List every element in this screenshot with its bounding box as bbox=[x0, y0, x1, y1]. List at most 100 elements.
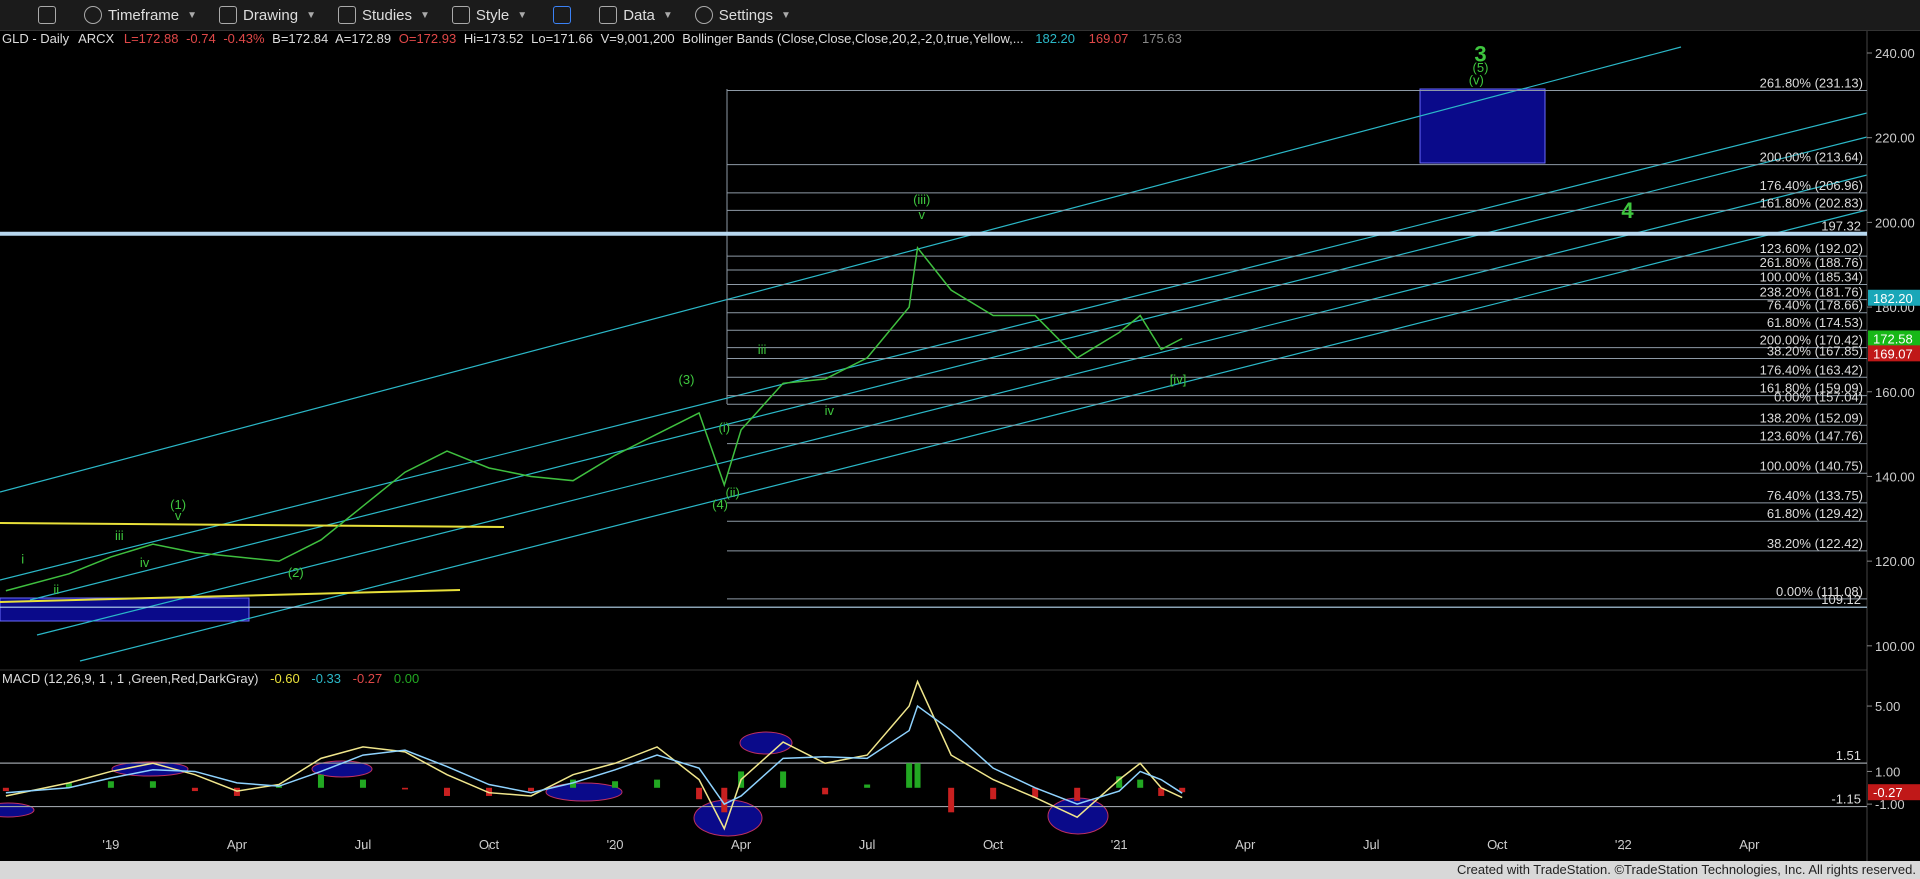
x-tick-label: Apr bbox=[1235, 837, 1256, 852]
header-text: O=172.93 bbox=[399, 31, 456, 46]
histogram-bar bbox=[486, 787, 493, 796]
histogram-bar bbox=[1074, 787, 1081, 801]
level-label: -1.15 bbox=[1831, 792, 1861, 807]
series-line bbox=[5, 679, 1183, 831]
wave-label: (3) bbox=[679, 372, 695, 387]
histogram-bar bbox=[191, 787, 198, 792]
fib-label: 123.60% (192.02) bbox=[1760, 241, 1863, 256]
drawing-menu[interactable]: Drawing ▼ bbox=[219, 6, 316, 24]
header-text: -0.60 bbox=[270, 671, 300, 686]
x-tick-label: '19 bbox=[102, 837, 119, 852]
fib-label: 176.40% (163.42) bbox=[1760, 362, 1863, 377]
layout-button[interactable] bbox=[38, 6, 62, 24]
wave-label: iv bbox=[140, 555, 150, 570]
channel-line bbox=[79, 209, 1868, 662]
price-tag-label: 172.58 bbox=[1873, 331, 1913, 346]
y-tick-label: 120.00 bbox=[1875, 554, 1915, 569]
histogram-bar bbox=[401, 787, 408, 790]
histogram-bar bbox=[948, 787, 955, 813]
highlight bbox=[311, 760, 373, 778]
fib-label: 176.40% (206.96) bbox=[1760, 178, 1863, 193]
fib-label: 76.40% (178.66) bbox=[1767, 298, 1863, 313]
x-tick-label: Jul bbox=[859, 837, 876, 852]
header-text: A=172.89 bbox=[335, 31, 391, 46]
header-text: B=172.84 bbox=[272, 31, 328, 46]
price-tag bbox=[1868, 784, 1920, 801]
settings-menu[interactable]: Settings ▼ bbox=[694, 6, 791, 24]
header-text: 182.20 bbox=[1035, 31, 1075, 46]
x-tick-label: '22 bbox=[1615, 837, 1632, 852]
wave-label: (i) bbox=[719, 420, 731, 435]
header-text: V=9,001,200 bbox=[601, 31, 675, 46]
x-tick-label: Jul bbox=[1363, 837, 1380, 852]
histogram-bar bbox=[2, 787, 9, 792]
channel-line bbox=[36, 174, 1868, 636]
fib-label: 138.20% (152.09) bbox=[1760, 410, 1863, 425]
menu-label: Settings bbox=[718, 6, 773, 24]
wave-label: v bbox=[918, 207, 925, 222]
series-line bbox=[5, 245, 1183, 592]
histogram-bar bbox=[528, 787, 535, 792]
series-line bbox=[5, 704, 1183, 806]
header-text: Bollinger Bands (Close,Close,Close,20,2,… bbox=[682, 31, 1023, 46]
x-tick-label: Oct bbox=[983, 837, 1004, 852]
header-text: L=172.88 bbox=[124, 31, 179, 46]
fib-label: 238.20% (181.76) bbox=[1760, 285, 1863, 300]
x-tick-label: '20 bbox=[607, 837, 624, 852]
histogram-bar bbox=[359, 779, 366, 788]
fib-label: 200.00% (170.42) bbox=[1760, 333, 1863, 348]
price-tag bbox=[1868, 345, 1920, 362]
fib-label: 38.20% (167.85) bbox=[1767, 344, 1863, 359]
histogram-bar bbox=[275, 786, 282, 788]
fib-label: 61.80% (129.42) bbox=[1767, 506, 1863, 521]
level-label: 1.51 bbox=[1836, 748, 1861, 763]
symbol-header: GLD - Daily ARCX L=172.88 -0.74 -0.43% B… bbox=[2, 31, 1182, 46]
header-text: -0.43% bbox=[223, 31, 265, 46]
wave-label: (ii) bbox=[725, 485, 739, 500]
y-tick-label: 220.00 bbox=[1875, 131, 1915, 146]
trend-line bbox=[0, 589, 461, 603]
fib-label: 61.80% (174.53) bbox=[1767, 315, 1863, 330]
y-tick-label: -1.00 bbox=[1875, 797, 1905, 812]
histogram-bar bbox=[864, 784, 871, 788]
y-tick-label: 5.00 bbox=[1875, 699, 1900, 714]
histogram-bar bbox=[149, 781, 156, 788]
histogram-bar bbox=[1032, 787, 1039, 798]
studies-menu[interactable]: Studies ▼ bbox=[337, 6, 430, 24]
header-text: -0.74 bbox=[186, 31, 216, 46]
price-tag bbox=[1868, 330, 1920, 347]
price-tag-label: 169.07 bbox=[1873, 346, 1913, 361]
histogram-bar bbox=[654, 779, 661, 788]
menu-label: Data bbox=[623, 6, 655, 24]
timeframe-menu[interactable]: Timeframe ▼ bbox=[84, 6, 197, 24]
wave-label: v bbox=[175, 508, 182, 523]
fib-label: 100.00% (140.75) bbox=[1760, 458, 1863, 473]
menu-label: Style bbox=[475, 6, 510, 24]
x-tick-label: Apr bbox=[1739, 837, 1760, 852]
header-text: Lo=171.66 bbox=[531, 31, 593, 46]
histogram-bar bbox=[612, 781, 619, 788]
style-menu[interactable]: Style ▼ bbox=[451, 6, 527, 24]
x-tick-label: Oct bbox=[1487, 837, 1508, 852]
header-text: 169.07 bbox=[1089, 31, 1129, 46]
level-label: 109.12 bbox=[1821, 592, 1861, 607]
menu-label: Timeframe bbox=[108, 6, 180, 24]
wave-label: ii bbox=[53, 582, 59, 597]
x-tick-label: Apr bbox=[227, 837, 248, 852]
y-tick-label: 200.00 bbox=[1875, 215, 1915, 230]
wave-label: (2) bbox=[288, 565, 304, 580]
histogram-bar bbox=[107, 781, 114, 788]
wave-label: iii bbox=[115, 528, 124, 543]
fib-label: 38.20% (122.42) bbox=[1767, 536, 1863, 551]
drawings bbox=[0, 46, 1868, 837]
highlight bbox=[545, 782, 623, 802]
y-tick-label: 160.00 bbox=[1875, 385, 1915, 400]
panels-button[interactable] bbox=[553, 6, 577, 24]
histogram-bar bbox=[233, 787, 240, 796]
fib-label: 261.80% (231.13) bbox=[1760, 76, 1863, 91]
histogram-bar bbox=[65, 782, 72, 788]
histogram-bar bbox=[721, 787, 728, 813]
data-menu[interactable]: Data ▼ bbox=[599, 6, 673, 24]
header-text: -0.27 bbox=[353, 671, 383, 686]
